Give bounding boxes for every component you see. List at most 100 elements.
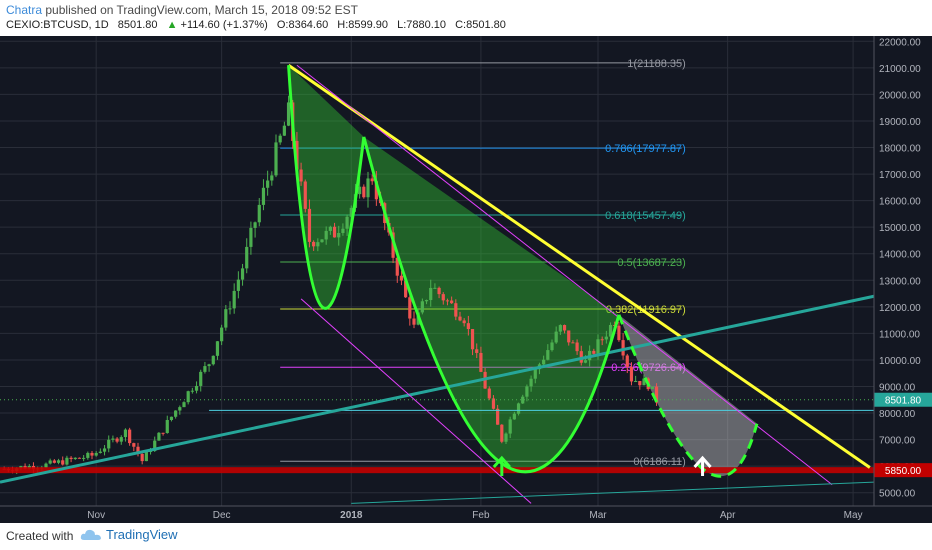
price-chart[interactable]: 22000.00 21000.00 20000.00 19000.00 18000.00… bbox=[0, 36, 932, 523]
candle-body bbox=[533, 369, 537, 379]
candle-body bbox=[174, 410, 178, 417]
cup-1-outline bbox=[287, 65, 366, 310]
candle-body bbox=[341, 228, 345, 233]
candle-body bbox=[161, 432, 165, 434]
candle-body bbox=[592, 350, 596, 354]
candle-body bbox=[153, 440, 157, 452]
y-tick-label: 16000.00 bbox=[879, 197, 921, 208]
y-tick-label: 12000.00 bbox=[879, 303, 921, 314]
author-link[interactable]: Chatra bbox=[6, 3, 43, 17]
candle-body bbox=[199, 371, 203, 386]
candle-body bbox=[504, 433, 508, 442]
candle-body bbox=[470, 329, 475, 350]
y-tick-label: 19000.00 bbox=[879, 117, 921, 128]
last-price: 8501.80 bbox=[117, 19, 158, 31]
white-up-arrow bbox=[693, 455, 712, 476]
candle-body bbox=[450, 300, 454, 304]
candle-body bbox=[479, 352, 483, 372]
candle-body bbox=[157, 432, 161, 441]
last-price-tag bbox=[874, 392, 932, 407]
candle-body bbox=[98, 451, 102, 453]
candle-body bbox=[412, 318, 416, 325]
candle-body bbox=[332, 226, 337, 238]
y-tick-label: 10000.00 bbox=[879, 356, 921, 367]
plot-background bbox=[0, 36, 874, 506]
lower-channel-lower-line bbox=[300, 298, 532, 504]
candle-body bbox=[642, 378, 646, 386]
candle-body bbox=[324, 230, 328, 240]
arrow-head bbox=[492, 455, 511, 468]
candle-body bbox=[583, 360, 588, 363]
candle-body bbox=[625, 355, 629, 367]
candle-body bbox=[374, 181, 378, 200]
candle-body bbox=[102, 448, 107, 452]
close-value: C:8501.80 bbox=[455, 19, 506, 31]
candle-body bbox=[487, 388, 491, 399]
candle-body bbox=[119, 437, 123, 442]
y-tick-label: 13000.00 bbox=[879, 276, 921, 287]
change-value: +114.60 (+1.37%) bbox=[180, 19, 268, 31]
tradingview-brand[interactable]: TradingView bbox=[80, 527, 178, 542]
candle-body bbox=[207, 364, 211, 367]
support-line bbox=[0, 467, 874, 474]
y-tick-label: 14000.00 bbox=[879, 250, 921, 261]
candle-body bbox=[608, 324, 613, 337]
candle-body bbox=[328, 226, 332, 231]
candle-body bbox=[278, 135, 282, 143]
candle-body bbox=[220, 327, 224, 342]
support-price-tag bbox=[874, 463, 932, 478]
candle-body bbox=[232, 290, 236, 309]
candle-body bbox=[165, 420, 169, 434]
candle-body bbox=[554, 331, 558, 343]
change-arrow-icon: ▲ bbox=[166, 19, 178, 31]
candle-body bbox=[186, 391, 190, 403]
rising-support-line bbox=[0, 294, 875, 484]
candle-body bbox=[362, 186, 366, 198]
y-tick-label: 15000.00 bbox=[879, 223, 921, 234]
candle-body bbox=[111, 438, 115, 440]
candle-body bbox=[236, 279, 240, 291]
candle-body bbox=[169, 416, 174, 421]
candle-body bbox=[299, 169, 303, 182]
chart-header: Chatra published on TradingView.com, Mar… bbox=[0, 0, 932, 36]
candle-body bbox=[525, 386, 529, 397]
candle-body bbox=[44, 463, 48, 468]
candle-body bbox=[245, 246, 249, 269]
footer: Created with TradingView bbox=[0, 523, 932, 550]
symbol-label[interactable]: CEXIO:BTCUSD, 1D bbox=[6, 19, 109, 31]
candle-body bbox=[654, 386, 659, 403]
price-axis-background bbox=[874, 36, 932, 506]
candle-body bbox=[274, 142, 278, 176]
candle-body bbox=[562, 325, 567, 331]
open-value: O:8364.60 bbox=[276, 19, 329, 31]
candle-body bbox=[617, 325, 621, 341]
lower-channel-upper-line bbox=[296, 64, 833, 486]
candle-body bbox=[579, 351, 583, 363]
candle-body bbox=[261, 187, 266, 205]
fib-label: 1(21188.35) bbox=[627, 58, 686, 70]
publish-line: Chatra published on TradingView.com, Mar… bbox=[6, 3, 358, 17]
y-tick-label: 22000.00 bbox=[879, 37, 921, 48]
candle-body bbox=[203, 366, 207, 372]
candle-body bbox=[128, 429, 132, 444]
candle-body bbox=[491, 398, 496, 409]
candle-body bbox=[320, 239, 324, 243]
candle-body bbox=[508, 419, 512, 434]
fib-label: 0.382(11916.97) bbox=[606, 304, 686, 316]
candle-body bbox=[52, 460, 56, 463]
arrow-head bbox=[693, 455, 712, 468]
candle-body bbox=[571, 342, 575, 344]
candle-body bbox=[475, 349, 479, 353]
candle-body bbox=[404, 280, 408, 298]
x-tick-label: Apr bbox=[720, 510, 736, 521]
candle-body bbox=[295, 140, 299, 170]
x-tick-label: Mar bbox=[589, 510, 607, 521]
candle-body bbox=[349, 207, 353, 217]
green-up-arrow bbox=[492, 455, 511, 476]
candle-body bbox=[115, 438, 119, 442]
candle-body bbox=[253, 222, 257, 228]
y-tick-label: 11000.00 bbox=[879, 329, 920, 340]
candle-body bbox=[215, 341, 220, 356]
fib-label: 0.236(9726.64) bbox=[611, 362, 686, 374]
ohlc-line: CEXIO:BTCUSD, 1D 8501.80 ▲ +114.60 (+1.3… bbox=[6, 19, 506, 31]
